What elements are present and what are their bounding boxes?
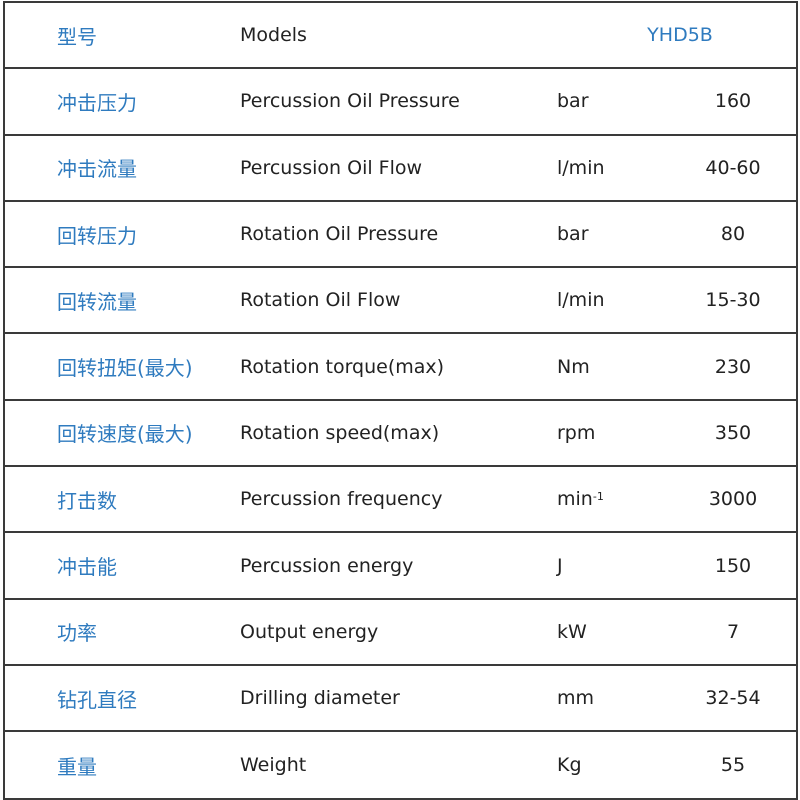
- param-unit: mm: [557, 687, 595, 710]
- param-unit: Nm: [557, 355, 590, 378]
- param-value: 55: [720, 754, 746, 777]
- param-value: 32-54: [705, 687, 761, 710]
- param-value: 40-60: [705, 156, 761, 179]
- param-zh: 回转流量: [57, 289, 137, 314]
- header-zh: 型号: [57, 24, 97, 49]
- param-value: 350: [714, 421, 752, 444]
- param-zh: 冲击流量: [57, 157, 137, 182]
- param-zh: 钻孔直径: [57, 687, 137, 712]
- param-en: Percussion Oil Pressure: [240, 90, 460, 113]
- param-en: Percussion energy: [240, 554, 414, 577]
- param-unit: Kg: [557, 754, 582, 777]
- param-en: Rotation Oil Flow: [240, 289, 401, 312]
- param-unit: bar: [557, 223, 589, 246]
- param-unit: kW: [557, 620, 587, 643]
- param-value: 80: [720, 223, 746, 246]
- param-value: 7: [726, 620, 740, 643]
- param-zh: 冲击能: [57, 555, 117, 580]
- table-row: 钻孔直径 Drilling diameter mm 32-54: [5, 666, 796, 733]
- param-en: Rotation torque(max): [240, 355, 445, 378]
- param-en: Rotation speed(max): [240, 421, 440, 444]
- param-value: 3000: [708, 488, 758, 511]
- spec-table: 型号 Models YHD5B 冲击压力 Percussion Oil Press…: [3, 1, 798, 800]
- table-row: 回转流量 Rotation Oil Flow l/min 15-30: [5, 268, 796, 335]
- param-en: Percussion Oil Flow: [240, 156, 423, 179]
- table-row: 冲击压力 Percussion Oil Pressure bar 160: [5, 69, 796, 136]
- param-zh: 回转扭矩(最大): [57, 356, 193, 381]
- param-value: 15-30: [705, 289, 761, 312]
- table-row: 回转速度(最大) Rotation speed(max) rpm 350: [5, 401, 796, 468]
- param-zh: 回转速度(最大): [57, 422, 193, 447]
- table-row: 重量 Weight Kg 55: [5, 732, 796, 798]
- param-zh: 回转压力: [57, 223, 137, 248]
- table-row: 功率 Output energy kW 7: [5, 600, 796, 666]
- param-en: Output energy: [240, 620, 379, 643]
- param-unit: min -1: [557, 467, 604, 531]
- param-en: Weight: [240, 754, 307, 777]
- model-name: YHD5B: [647, 24, 713, 47]
- param-unit: bar: [557, 90, 589, 113]
- param-unit: l/min: [557, 156, 605, 179]
- param-value: 230: [714, 355, 752, 378]
- table-row: 冲击流量 Percussion Oil Flow l/min 40-60: [5, 136, 796, 202]
- param-zh: 打击数: [57, 488, 117, 513]
- table-row: 打击数 Percussion frequency min -1 3000: [5, 467, 796, 534]
- param-zh: 重量: [57, 754, 97, 779]
- unit-exponent: -1: [592, 489, 604, 503]
- param-unit: rpm: [557, 421, 596, 444]
- table-row: 回转压力 Rotation Oil Pressure bar 80: [5, 202, 796, 269]
- header-row: 型号 Models YHD5B: [5, 3, 796, 70]
- param-en: Drilling diameter: [240, 687, 400, 710]
- unit-base: min: [557, 488, 593, 511]
- table-row: 回转扭矩(最大) Rotation torque(max) Nm 230: [5, 335, 796, 401]
- param-unit: l/min: [557, 289, 605, 312]
- param-value: 150: [714, 554, 752, 577]
- param-value: 160: [714, 90, 752, 113]
- table-row: 冲击能 Percussion energy J 150: [5, 533, 796, 600]
- param-zh: 功率: [57, 621, 97, 646]
- param-en: Rotation Oil Pressure: [240, 223, 439, 246]
- param-en: Percussion frequency: [240, 488, 443, 511]
- header-en: Models: [240, 24, 307, 47]
- param-zh: 冲击压力: [57, 90, 137, 115]
- param-unit: J: [557, 554, 563, 577]
